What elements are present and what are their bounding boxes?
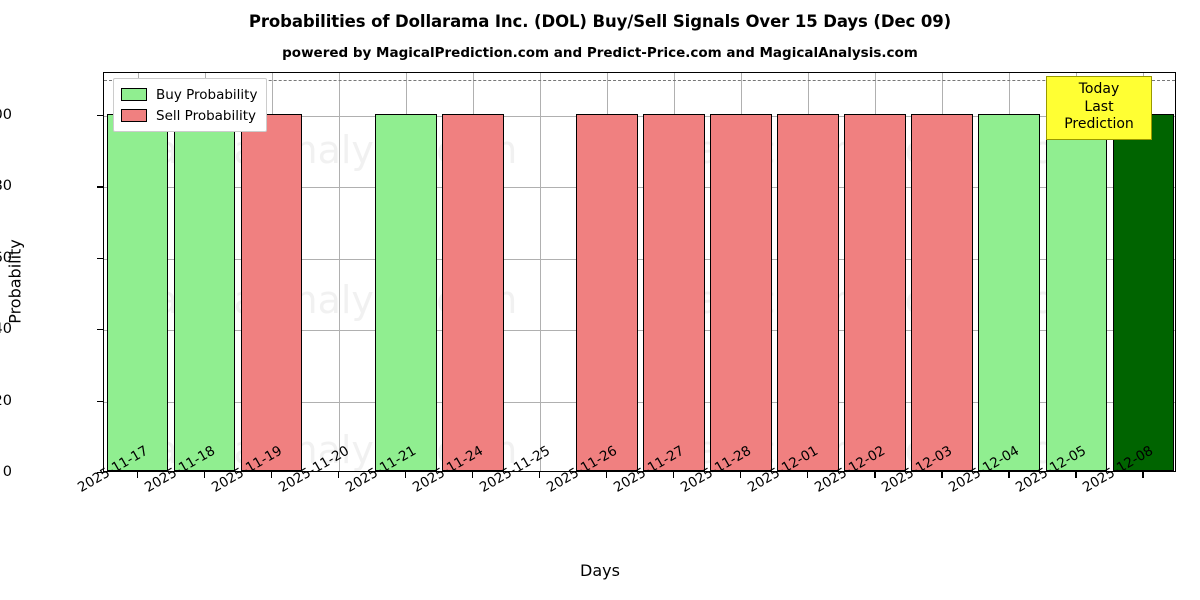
bar-2025-12-04-buy[interactable] (978, 113, 1041, 471)
gridline-h-100 (104, 115, 1175, 117)
x-tick-mark-2025-11-21 (404, 472, 407, 478)
chart-subtitle: powered by MagicalPrediction.com and Pre… (282, 45, 918, 61)
plot-area: MagicalAnalysis.comMagicalPrediction.com… (103, 72, 1176, 472)
x-tick-mark-2025-12-04 (1008, 472, 1010, 478)
x-tick-mark-2025-11-18 (203, 472, 205, 478)
bar-2025-11-17-buy[interactable] (106, 113, 169, 471)
y-tick-mark-60 (97, 257, 103, 259)
gridline-v-6 (539, 73, 541, 471)
legend-label: Sell Probability (156, 107, 257, 124)
legend-swatch-icon (121, 109, 147, 122)
x-tick-mark-2025-12-03 (941, 472, 943, 478)
bar-2025-12-01-sell[interactable] (777, 113, 839, 471)
legend-item-sell[interactable]: Sell Probability (121, 105, 257, 126)
today-annotation-line1: Today (1078, 81, 1120, 97)
gridline-h-20 (104, 401, 1175, 403)
gridline-h-60 (104, 258, 1175, 260)
bar-2025-12-03-sell[interactable] (911, 113, 974, 471)
legend-swatch-icon (121, 88, 147, 101)
y-axis-label: Probability (5, 239, 25, 324)
x-tick-mark-2025-11-27 (673, 472, 675, 478)
bar-2025-11-24-sell[interactable] (441, 113, 504, 471)
threshold-dashed-line (104, 80, 1175, 82)
chart-legend[interactable]: Buy Probability Sell Probability (113, 78, 268, 132)
chart-title: Probabilities of Dollarama Inc. (DOL) Bu… (248, 12, 952, 31)
x-tick-mark-2025-11-20 (337, 472, 340, 478)
bar-2025-11-18-buy[interactable] (173, 113, 236, 471)
x-tick-mark-2025-12-02 (874, 472, 876, 478)
bar-2025-11-28-sell[interactable] (710, 113, 772, 471)
x-tick-mark-2025-12-05 (1075, 472, 1077, 478)
x-tick-mark-2025-12-01 (807, 472, 809, 478)
y-tick-label-100: 100 (0, 106, 12, 123)
legend-item-buy[interactable]: Buy Probability (121, 84, 257, 105)
bar-2025-11-27-sell[interactable] (643, 113, 705, 471)
x-tick-mark-2025-11-28 (740, 472, 742, 478)
x-tick-mark-2025-12-08 (1142, 472, 1144, 478)
x-tick-mark-2025-11-24 (471, 472, 474, 478)
today-annotation: Today Last Prediction (1046, 76, 1152, 140)
bar-2025-12-02-sell[interactable] (844, 113, 907, 471)
x-tick-mark-2025-11-25 (538, 472, 541, 478)
y-tick-label-40: 40 (0, 321, 12, 338)
x-tick-mark-2025-11-19 (270, 472, 272, 478)
y-tick-mark-40 (97, 329, 103, 331)
bar-2025-11-19-sell[interactable] (240, 113, 303, 471)
x-tick-mark-2025-11-26 (605, 472, 608, 478)
y-tick-label-20: 20 (0, 392, 12, 409)
y-tick-mark-0 (97, 472, 103, 474)
gridline-h-80 (104, 187, 1175, 189)
gridline-h-40 (104, 330, 1175, 332)
today-annotation-line2: Last Prediction (1064, 98, 1134, 133)
x-axis-label: Days (580, 561, 620, 580)
legend-label: Buy Probability (156, 86, 258, 103)
y-tick-mark-100 (97, 114, 103, 117)
y-tick-label-0: 0 (2, 464, 12, 480)
bar-2025-11-26-sell[interactable] (576, 113, 638, 471)
y-tick-label-60: 60 (0, 249, 12, 266)
bar-2025-11-21-buy[interactable] (374, 113, 437, 471)
gridline-v-3 (338, 73, 340, 471)
x-tick-mark-2025-11-17 (136, 472, 138, 478)
y-tick-label-80: 80 (0, 178, 12, 195)
y-tick-mark-80 (97, 186, 103, 188)
bar-2025-12-08-today-buy[interactable] (1112, 113, 1175, 471)
y-tick-mark-20 (97, 400, 103, 402)
bar-2025-12-05-buy[interactable] (1045, 113, 1108, 471)
